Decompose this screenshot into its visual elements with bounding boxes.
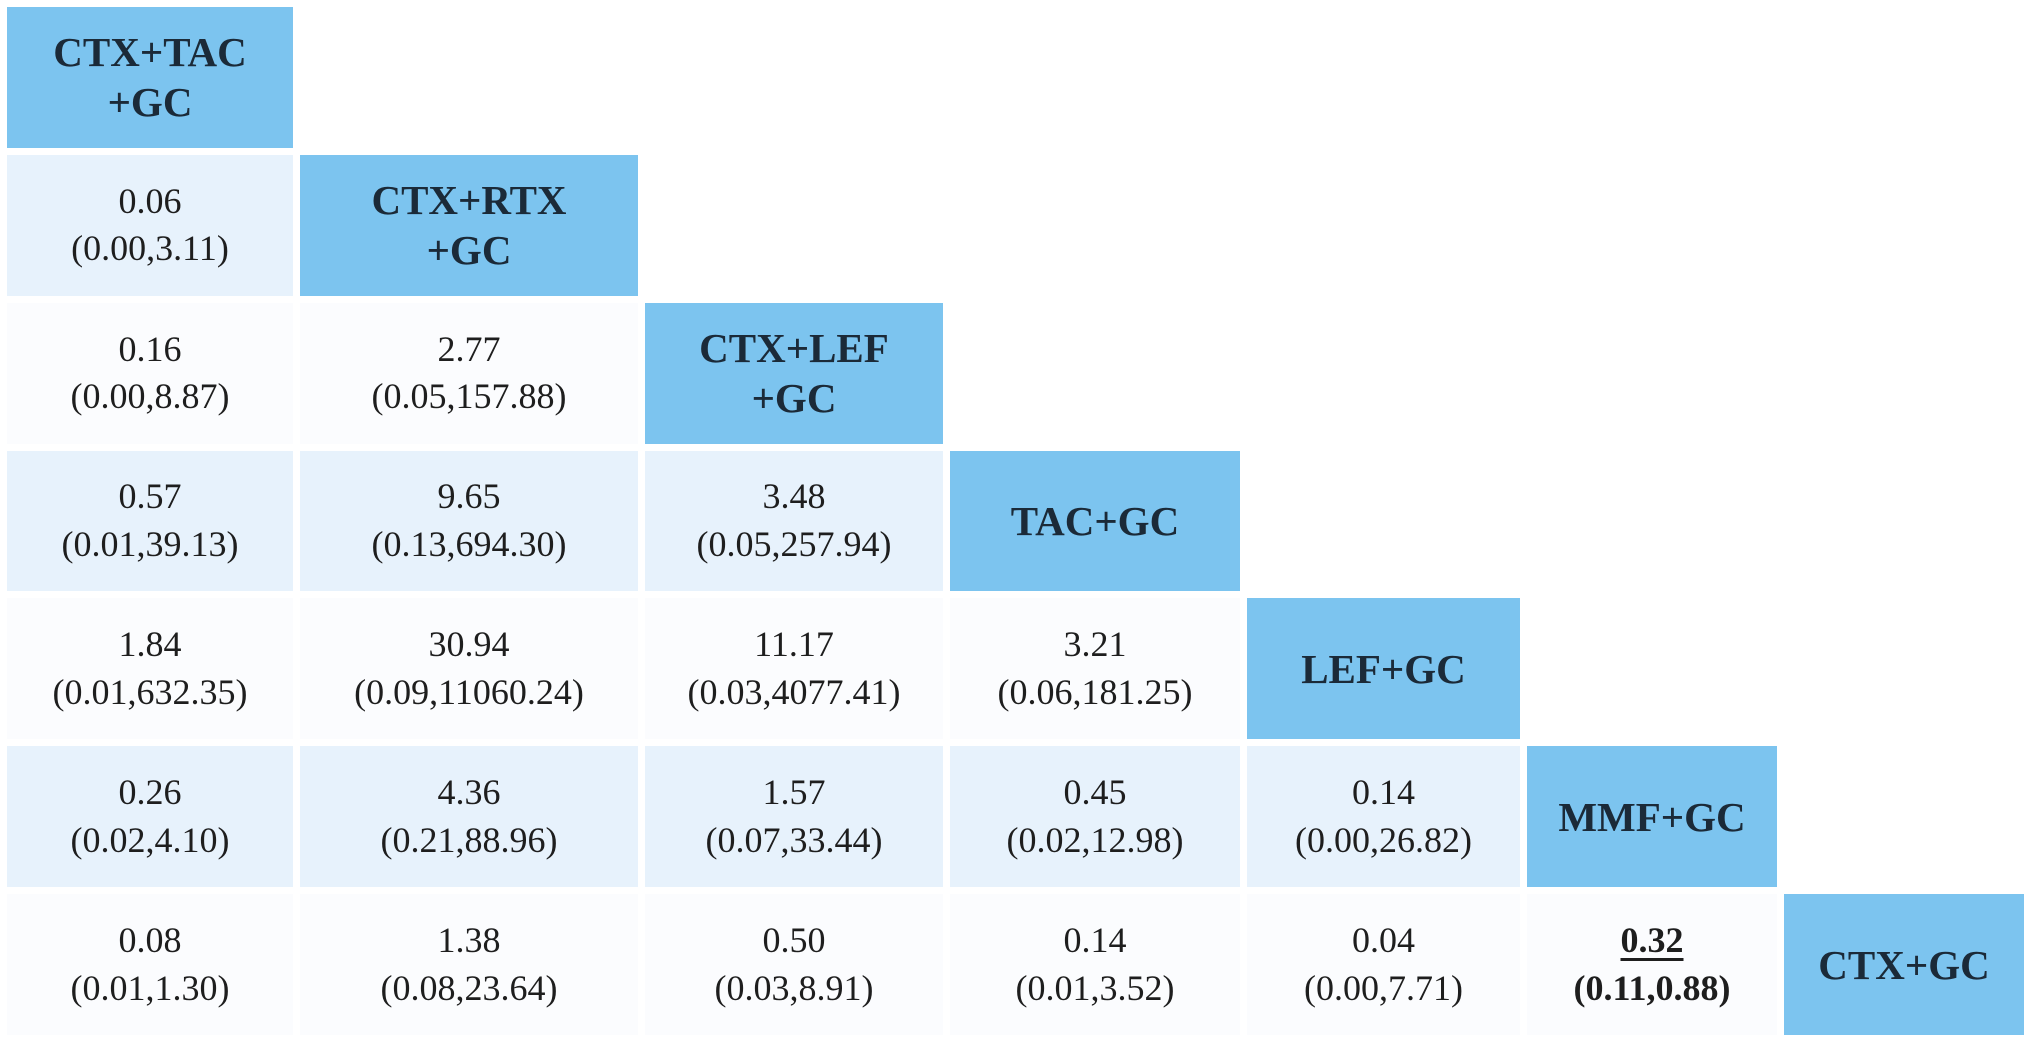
confidence-interval: (0.09,11060.24) (354, 671, 584, 712)
treatment-label: CTX+LEF +GC (699, 325, 889, 422)
effect-estimate: 0.08 (118, 920, 182, 961)
effect-estimate: 0.50 (762, 920, 826, 961)
confidence-interval: (0.07,33.44) (705, 819, 883, 860)
confidence-interval: (0.01,3.52) (1015, 967, 1175, 1008)
comparison-cell: 4.36 (0.21,88.96) (300, 746, 638, 888)
confidence-interval: (0.02,12.98) (1006, 819, 1184, 860)
comparison-cell: 0.57 (0.01,39.13) (7, 450, 293, 592)
effect-estimate: 9.65 (437, 476, 501, 517)
confidence-interval: (0.21,88.96) (380, 819, 558, 860)
treatment-label: MMF+GC (1558, 793, 1746, 840)
confidence-interval: (0.00,26.82) (1295, 819, 1472, 860)
comparison-cell: 3.21 (0.06,181.25) (950, 598, 1240, 740)
confidence-interval: (0.01,1.30) (70, 967, 230, 1008)
table-row: 0.16 (0.00,8.87) 2.77 (0.05,157.88) CTX+… (7, 302, 2024, 444)
empty-cell (950, 303, 2024, 444)
empty-cell (645, 155, 2024, 296)
confidence-interval: (0.03,8.91) (714, 967, 874, 1008)
treatment-label: CTX+RTX +GC (371, 177, 567, 274)
effect-estimate: 0.14 (1352, 772, 1415, 813)
table-row: CTX+TAC +GC (7, 7, 2024, 148)
diagonal-treatment-cell: MMF+GC (1527, 746, 1777, 888)
comparison-cell: 0.08 (0.01,1.30) (7, 894, 293, 1035)
comparison-cell: 0.06 (0.00,3.11) (7, 154, 293, 296)
diagonal-treatment-cell: LEF+GC (1247, 598, 1520, 740)
diagonal-treatment-cell: TAC+GC (950, 450, 1240, 592)
comparison-cell: 1.38 (0.08,23.64) (300, 894, 638, 1035)
effect-estimate: 4.36 (437, 772, 501, 813)
effect-estimate: 1.84 (118, 624, 182, 665)
effect-estimate: 3.21 (1063, 624, 1127, 665)
effect-estimate: 0.32 (1620, 920, 1684, 961)
comparison-cell: 9.65 (0.13,694.30) (300, 450, 638, 592)
empty-cell (300, 7, 2024, 148)
confidence-interval: (0.01,632.35) (52, 671, 248, 712)
empty-cell (1527, 598, 2024, 739)
diagonal-treatment-cell: CTX+GC (1784, 894, 2024, 1035)
table-row: 1.84 (0.01,632.35) 30.94 (0.09,11060.24)… (7, 598, 2024, 740)
diagonal-treatment-cell: CTX+LEF +GC (645, 302, 943, 444)
effect-estimate: 1.57 (762, 772, 826, 813)
comparison-cell: 1.84 (0.01,632.35) (7, 598, 293, 740)
confidence-interval: (0.11,0.88) (1573, 967, 1731, 1008)
table-row: 0.26 (0.02,4.10) 4.36 (0.21,88.96) 1.57 … (7, 746, 2024, 888)
comparison-cell: 30.94 (0.09,11060.24) (300, 598, 638, 740)
comparison-cell: 0.16 (0.00,8.87) (7, 302, 293, 444)
confidence-interval: (0.05,257.94) (696, 523, 892, 564)
confidence-interval: (0.00,8.87) (70, 376, 230, 417)
confidence-interval: (0.02,4.10) (70, 819, 230, 860)
effect-estimate: 0.45 (1063, 772, 1127, 813)
comparison-cell-significant: 0.32 (0.11,0.88) (1527, 894, 1777, 1035)
table-row: 0.06 (0.00,3.11) CTX+RTX +GC (7, 154, 2024, 296)
treatment-label: LEF+GC (1301, 645, 1466, 692)
diagonal-treatment-cell: CTX+RTX +GC (300, 154, 638, 296)
comparison-cell: 0.04 (0.00,7.71) (1247, 894, 1520, 1035)
comparison-cell: 0.14 (0.01,3.52) (950, 894, 1240, 1035)
comparison-cell: 0.14 (0.00,26.82) (1247, 746, 1520, 888)
empty-cell (1784, 746, 2024, 887)
effect-estimate: 0.06 (118, 180, 182, 221)
confidence-interval: (0.00,7.71) (1304, 967, 1463, 1008)
effect-estimate: 3.48 (762, 476, 826, 517)
comparison-cell: 0.26 (0.02,4.10) (7, 746, 293, 888)
confidence-interval: (0.01,39.13) (61, 523, 239, 564)
table-row: 0.57 (0.01,39.13) 9.65 (0.13,694.30) 3.4… (7, 450, 2024, 592)
effect-estimate: 1.38 (437, 920, 501, 961)
effect-estimate: 11.17 (754, 624, 834, 665)
comparison-cell: 3.48 (0.05,257.94) (645, 450, 943, 592)
comparison-cell: 2.77 (0.05,157.88) (300, 302, 638, 444)
treatment-label: TAC+GC (1010, 497, 1180, 544)
effect-estimate: 0.04 (1352, 920, 1415, 961)
effect-estimate: 30.94 (428, 624, 510, 665)
comparison-cell: 0.45 (0.02,12.98) (950, 746, 1240, 888)
confidence-interval: (0.13,694.30) (371, 523, 567, 564)
confidence-interval: (0.03,4077.41) (687, 671, 901, 712)
effect-estimate: 0.14 (1063, 920, 1127, 961)
comparison-cell: 1.57 (0.07,33.44) (645, 746, 943, 888)
confidence-interval: (0.00,3.11) (71, 228, 229, 269)
effect-estimate: 0.16 (118, 328, 182, 369)
effect-estimate: 2.77 (437, 328, 501, 369)
treatment-label: CTX+TAC +GC (53, 29, 247, 126)
confidence-interval: (0.06,181.25) (997, 671, 1193, 712)
diagonal-treatment-cell: CTX+TAC +GC (7, 7, 293, 148)
confidence-interval: (0.05,157.88) (371, 376, 567, 417)
treatment-label: CTX+GC (1818, 941, 1990, 988)
empty-cell (1247, 451, 2024, 592)
confidence-interval: (0.08,23.64) (380, 967, 558, 1008)
effect-estimate: 0.57 (118, 476, 182, 517)
comparison-cell: 0.50 (0.03,8.91) (645, 894, 943, 1035)
comparison-cell: 11.17 (0.03,4077.41) (645, 598, 943, 740)
table-row: 0.08 (0.01,1.30) 1.38 (0.08,23.64) 0.50 … (7, 894, 2024, 1035)
effect-estimate: 0.26 (118, 772, 182, 813)
